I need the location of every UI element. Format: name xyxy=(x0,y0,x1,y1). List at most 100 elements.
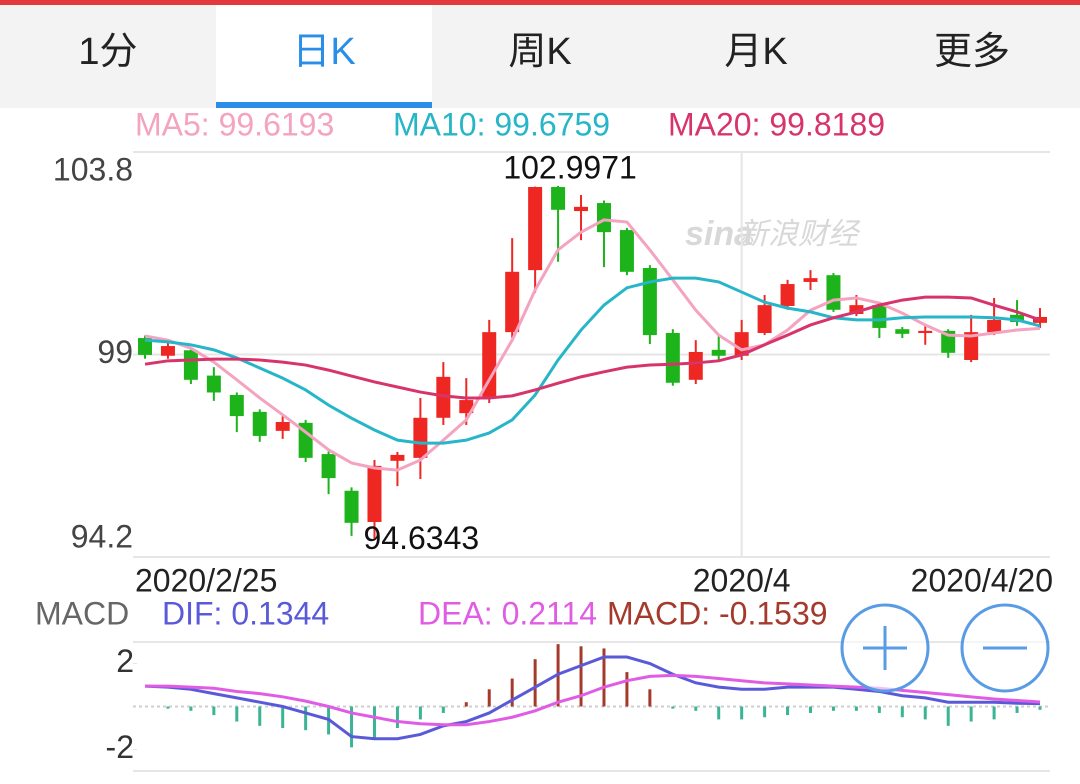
zoom-in-button[interactable] xyxy=(840,603,930,693)
macd-bar xyxy=(510,678,514,707)
candle-body xyxy=(229,395,244,417)
candle-body xyxy=(849,305,864,314)
macd-bar xyxy=(235,706,239,722)
ma-line xyxy=(144,276,1041,445)
candle-body xyxy=(160,346,175,356)
macd-bar xyxy=(487,689,491,707)
macd-bar xyxy=(281,706,285,728)
macd-bar xyxy=(648,689,652,707)
macd-bar xyxy=(854,706,858,711)
tab-label[interactable]: 周K xyxy=(508,31,571,73)
tab[interactable]: 更多 xyxy=(934,31,1010,73)
macd-line xyxy=(144,655,1041,741)
charts: 94.2 99 103.8 2020/2/25 2020/4 2020/4/20 MA5: … xyxy=(35,106,1053,772)
tab-active-bg[interactable] xyxy=(216,5,432,108)
candle-body xyxy=(757,305,772,333)
candle-body xyxy=(665,332,680,383)
macd-bar xyxy=(946,706,950,726)
macd-bar xyxy=(372,706,376,739)
candle-body xyxy=(344,490,359,523)
candle-body xyxy=(826,275,841,310)
legend-entry: MACD: -0.1539 xyxy=(607,595,828,631)
y-tick-label: 99 xyxy=(97,334,133,370)
macd-bar xyxy=(877,706,881,713)
macd-bar xyxy=(441,706,445,713)
tab-label[interactable]: 1分 xyxy=(78,31,137,73)
candle-body xyxy=(482,332,497,398)
legend-entry: MA10: 99.6759 xyxy=(393,106,610,142)
candle-body xyxy=(275,422,290,431)
macd-bar xyxy=(1038,706,1042,710)
macd-bar xyxy=(900,706,904,718)
candle-body xyxy=(987,319,1002,333)
panel-title: MACD xyxy=(35,595,129,631)
candle-body xyxy=(803,278,818,282)
candle-body xyxy=(252,411,267,436)
macd-bar xyxy=(763,706,767,718)
max-label: 102.9971 xyxy=(503,149,636,185)
macd-bar xyxy=(831,706,835,711)
macd-bar xyxy=(189,706,193,711)
tab[interactable]: 1分 xyxy=(78,31,137,73)
macd-bar xyxy=(418,706,422,720)
macd-bar xyxy=(1015,706,1019,713)
legend-entry: DEA: 0.2114 xyxy=(418,595,597,631)
ma-line xyxy=(144,218,1041,472)
candle-body xyxy=(183,350,198,380)
candle-body xyxy=(390,454,405,461)
macd-bar xyxy=(464,702,468,707)
min-label: 94.6343 xyxy=(363,520,479,556)
macd-bar xyxy=(717,706,721,720)
y-tick-label: 94.2 xyxy=(71,518,133,554)
candle-body xyxy=(459,400,474,414)
x-tick-label: 2020/4 xyxy=(693,562,791,598)
macd-bar xyxy=(786,706,790,716)
ma-line xyxy=(144,295,1041,400)
candle-body xyxy=(298,422,313,458)
macd-bar xyxy=(212,706,216,716)
candle-body xyxy=(596,203,611,233)
candle-body xyxy=(872,305,887,328)
candle-body xyxy=(964,332,979,360)
candle-body xyxy=(505,271,520,333)
macd-bar xyxy=(740,706,744,720)
x-tick-label: 2020/4/20 xyxy=(911,562,1053,598)
watermark: 新浪财经 xyxy=(738,218,861,251)
macd-bar xyxy=(350,706,354,748)
tab[interactable]: 周K xyxy=(508,31,571,73)
macd-bar xyxy=(694,706,698,711)
candle-body xyxy=(413,417,428,458)
candle-body xyxy=(138,338,152,355)
macd-bar xyxy=(258,706,262,726)
x-tick-label: 2020/2/25 xyxy=(135,562,277,598)
macd-bar xyxy=(809,706,813,713)
candle-body xyxy=(619,230,634,272)
legend-entry: MA20: 99.8189 xyxy=(668,106,885,142)
top-stripe xyxy=(0,0,1080,5)
candle-body xyxy=(918,330,933,333)
legend-entry: DIF: 0.1344 xyxy=(162,595,329,631)
zoom-out-button[interactable] xyxy=(960,603,1050,693)
candle-body xyxy=(574,206,589,212)
candle-body xyxy=(688,351,703,380)
candle-body xyxy=(528,187,543,271)
tab[interactable]: 月K xyxy=(724,31,787,73)
y-tick-label: -2 xyxy=(106,729,134,765)
tab-label[interactable]: 日K xyxy=(292,31,355,73)
candle-body xyxy=(895,329,910,334)
candle-body xyxy=(551,187,566,210)
macd-bar xyxy=(671,706,675,709)
candle-body xyxy=(711,349,726,356)
legend-entry: MA5: 99.6193 xyxy=(135,106,334,142)
macd-bar xyxy=(969,706,973,722)
macd-bar xyxy=(166,706,170,709)
tab-label[interactable]: 月K xyxy=(724,31,787,73)
tabs: 1分 日K 周K 月K 更多 xyxy=(78,5,1010,108)
candle-body xyxy=(367,465,382,522)
candle-body xyxy=(780,284,795,306)
tab-label[interactable]: 更多 xyxy=(934,31,1010,73)
tab[interactable]: 日K xyxy=(216,5,432,108)
macd-bar xyxy=(304,706,308,731)
